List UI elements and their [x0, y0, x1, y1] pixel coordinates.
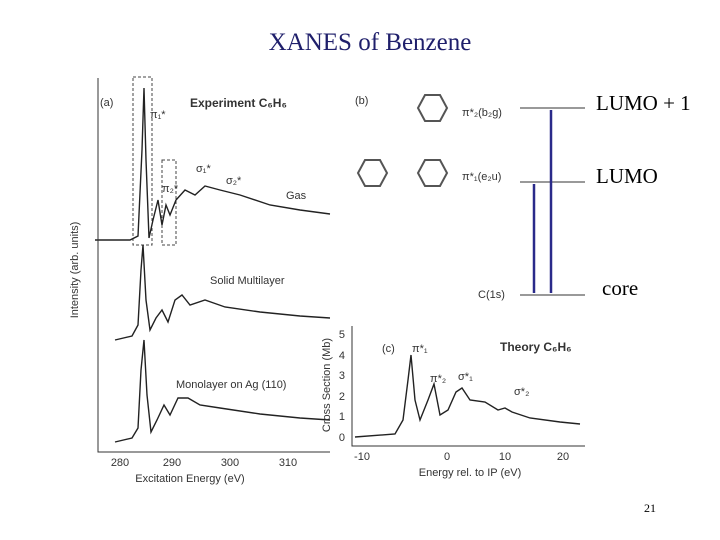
y-tick-label: 5: [339, 329, 345, 341]
peak-label: σ*₁: [458, 371, 473, 383]
panel-label: (c): [382, 343, 395, 355]
page-number: 21: [644, 501, 656, 515]
level-label: core: [602, 276, 638, 300]
highlight-box: [132, 76, 153, 246]
axis: [351, 326, 585, 447]
y-tick-label: 3: [339, 370, 345, 382]
peak-label: σ₂*: [226, 175, 242, 187]
panel-heading: Theory C₆H₆: [500, 340, 572, 354]
x-tick-label: 20: [557, 451, 569, 463]
x-tick-label: 300: [221, 457, 239, 469]
spectrum-curve: [95, 87, 331, 241]
x-axis-label: Excitation Energy (eV): [135, 473, 244, 485]
panel-heading: Experiment C₆H₆: [190, 96, 287, 110]
panel-label: (a): [100, 97, 113, 109]
x-axis-label: Energy rel. to IP (eV): [419, 467, 522, 479]
y-tick-label: 2: [339, 391, 345, 403]
x-tick-label: 280: [111, 457, 129, 469]
panel-b: (b) π*₂(b₂g) π*₁(e₂u) C(1s) LUMO + 1 LUM…: [355, 91, 691, 301]
panel-label: (b): [355, 95, 368, 107]
level-label: LUMO: [596, 164, 658, 188]
molecule-icon: [356, 159, 389, 187]
axis: [97, 78, 330, 453]
spectrum-curve: [114, 244, 331, 341]
peak-label: π₁*: [150, 109, 166, 121]
trace-label: Gas: [286, 190, 307, 202]
y-axis-label: Cross Section (Mb): [321, 338, 333, 432]
x-tick-label: 290: [163, 457, 181, 469]
orbital-label: π*₁(e₂u): [462, 171, 501, 183]
orbital-label: C(1s): [478, 289, 505, 301]
peak-label: π*₁: [412, 343, 428, 355]
x-tick-label: 0: [444, 451, 450, 463]
panel-c: (c) Theory C₆H₆ π*₁ π*₂ σ*₁ σ*₂ 0 1 2 3 …: [321, 326, 585, 479]
peak-label: π₂*: [162, 183, 179, 195]
x-tick-label: 10: [499, 451, 511, 463]
x-tick-label: -10: [354, 451, 370, 463]
x-tick-label: 310: [279, 457, 297, 469]
spectrum-curve: [114, 339, 331, 443]
highlight-box: [161, 159, 177, 246]
trace-label: Monolayer on Ag (110): [176, 379, 286, 391]
spectrum-curve: [354, 354, 581, 438]
y-tick-label: 4: [339, 350, 345, 362]
y-axis-label: Intensity (arb. units): [69, 222, 81, 319]
peak-label: σ*₂: [514, 386, 529, 398]
molecule-icon: [416, 159, 449, 187]
trace-label: Solid Multilayer: [210, 275, 285, 287]
peak-label: π*₂: [430, 373, 446, 385]
molecule-icon: [416, 94, 449, 122]
y-tick-label: 1: [339, 411, 345, 423]
orbital-label: π*₂(b₂g): [462, 107, 502, 119]
peak-label: σ₁*: [196, 163, 212, 175]
panel-a: (a) Experiment C₆H₆ π₁* π₂* σ₁* σ₂* Gas …: [69, 76, 331, 485]
slide-title: XANES of Benzene: [269, 29, 472, 56]
level-label: LUMO + 1: [596, 91, 691, 115]
y-tick-label: 0: [339, 432, 345, 444]
